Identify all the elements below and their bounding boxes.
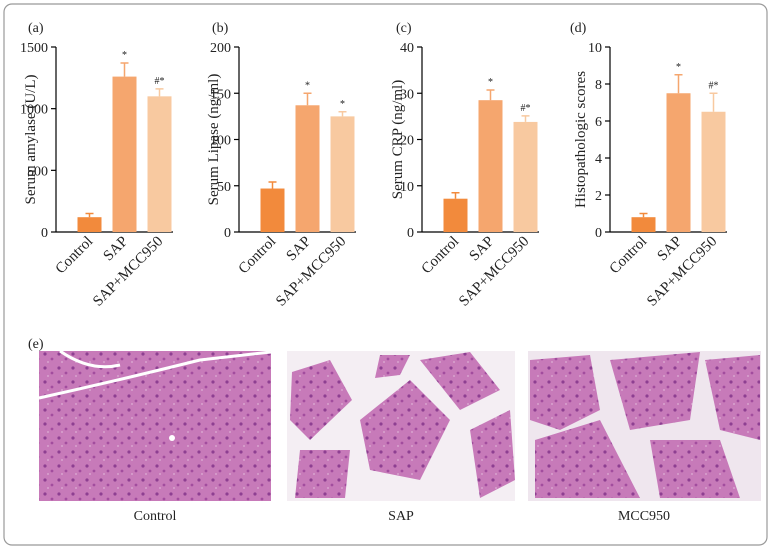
y-tick-label: 0 [41,226,48,241]
y-tick-label: 8 [595,78,602,93]
significance-mark: * [122,50,127,61]
error-bar [338,111,347,117]
y-tick-label: 6 [595,115,602,130]
bar [443,198,468,232]
y-tick-label: 0 [407,226,414,241]
histology-sap [287,351,515,501]
error-bar [639,212,648,218]
x-tick-label: SAP [101,234,132,265]
significance-mark: #* [155,76,165,87]
y-tick-label: 50 [217,180,231,195]
error-bar [303,92,312,106]
panel-label: (d) [570,21,587,36]
y-axis-label: Serum CRP (ng/ml) [390,80,406,199]
significance-mark: * [676,62,681,73]
bar [701,111,726,232]
bar [77,217,102,232]
significance-mark: #* [521,103,531,114]
error-bar [521,115,530,122]
x-tick-label: Control [419,234,463,278]
bar [330,116,355,232]
y-axis-label: Serum amylase (U/L) [23,75,39,205]
image-caption: SAP [388,509,414,524]
error-bar [155,88,164,97]
y-axis-label: Histopathologic scores [573,71,589,208]
panel-label: (b) [212,21,229,36]
panel-label: (e) [28,337,44,352]
y-tick-label: 2 [595,189,602,204]
y-axis-label: Serum Lipase (ng/ml) [206,74,222,206]
bar [112,76,137,232]
error-bar [451,191,460,199]
error-bar [674,74,683,94]
error-bar [709,92,718,112]
image-caption: MCC950 [618,509,670,524]
y-tick-label: 0 [595,226,602,241]
significance-mark: * [488,77,493,88]
histology-control [38,349,272,501]
y-tick-label: 100 [210,134,231,149]
y-tick-label: 20 [400,134,414,149]
y-tick-label: 10 [588,41,602,56]
error-bar [486,89,495,101]
histology-mcc950 [528,351,761,501]
panel-label: (a) [28,21,44,36]
bar [260,188,285,232]
x-tick-label: Control [236,234,280,278]
x-tick-label: SAP [655,234,686,265]
frame [3,3,768,546]
y-tick-label: 1500 [20,41,48,56]
significance-mark: * [340,99,345,110]
y-tick-label: 150 [210,87,231,102]
bar [478,100,503,232]
y-tick-label: 30 [400,87,414,102]
bar [631,217,656,232]
error-bar [85,212,94,218]
panel-label: (c) [396,21,412,36]
y-tick-label: 10 [400,180,414,195]
error-bar [120,62,129,77]
bar [666,93,691,232]
x-tick-label: SAP [467,234,498,265]
bar [147,96,172,232]
significance-mark: * [305,80,310,91]
x-tick-label: Control [53,234,97,278]
y-tick-label: 200 [210,41,231,56]
y-tick-label: 40 [400,41,414,56]
significance-mark: #* [709,80,719,91]
bar [295,105,320,232]
image-caption: Control [134,509,177,524]
error-bar [268,181,277,189]
x-tick-label: SAP [284,234,315,265]
y-tick-label: 1000 [20,103,48,118]
x-tick-label: Control [607,234,651,278]
y-tick-label: 0 [224,226,231,241]
y-tick-label: 500 [27,164,48,179]
bar [513,121,538,232]
y-tick-label: 4 [595,152,602,167]
